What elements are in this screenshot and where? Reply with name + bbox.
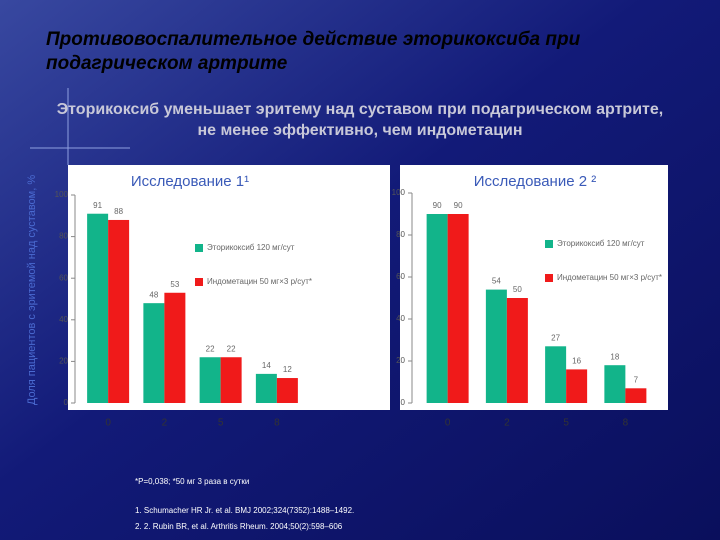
value-label: 12 [283, 365, 292, 374]
value-label: 53 [170, 280, 179, 289]
reference: 2. 2. Rubin BR, et al. Arthritis Rheum. … [135, 522, 343, 531]
y-tick-label: 20 [396, 356, 405, 365]
x-tick-label: 0 [445, 418, 451, 429]
bar [545, 346, 567, 403]
y-tick-label: 0 [64, 398, 69, 407]
legend-label: Эторикоксиб 120 мг/сут [207, 243, 295, 252]
x-tick-label: 8 [274, 418, 280, 429]
bar [485, 289, 507, 403]
value-label: 7 [634, 375, 639, 384]
bar [87, 213, 109, 403]
bar [506, 298, 528, 403]
legend-label: Эторикоксиб 120 мг/сут [557, 239, 645, 248]
x-tick-label: 8 [623, 418, 629, 429]
x-tick-label: 5 [563, 418, 569, 429]
x-tick-label: 5 [218, 418, 224, 429]
bar [143, 303, 165, 403]
legend-swatch [545, 240, 553, 248]
value-label: 90 [454, 201, 463, 210]
slide-title: Противовоспалительное действие эторикокс… [46, 29, 581, 74]
bar [625, 388, 647, 403]
value-label: 54 [492, 277, 501, 286]
legend-swatch [195, 278, 203, 286]
y-tick-label: 40 [59, 315, 68, 324]
bar [108, 219, 130, 403]
value-label: 48 [149, 290, 158, 299]
y-axis-label: Доля пациентов с эритемой над суставом, … [26, 175, 38, 405]
value-label: 50 [513, 285, 522, 294]
y-tick-label: 80 [396, 230, 405, 239]
value-label: 18 [610, 352, 619, 361]
x-tick-label: 2 [162, 418, 168, 429]
y-tick-label: 60 [396, 272, 405, 281]
y-tick-label: 20 [59, 357, 68, 366]
value-label: 91 [93, 201, 102, 210]
value-label: 22 [227, 344, 236, 353]
x-tick-label: 2 [504, 418, 510, 429]
y-tick-label: 60 [59, 273, 68, 282]
bar [426, 214, 448, 403]
subtitle: Эторикоксиб уменьшает эритему над сустав… [57, 101, 663, 139]
y-tick-label: 0 [401, 398, 406, 407]
bar [164, 292, 186, 403]
chart-title: Исследование 2 ² [474, 173, 596, 190]
footnote: *P=0,038; *50 мг 3 раза в сутки [135, 477, 249, 486]
bar [566, 369, 588, 403]
value-label: 14 [262, 361, 271, 370]
value-label: 22 [206, 344, 215, 353]
legend-label: Индометацин 50 мг×3 р/сут* [557, 273, 662, 282]
value-label: 88 [114, 207, 123, 216]
legend-label: Индометацин 50 мг×3 р/сут* [207, 277, 312, 286]
chart-title: Исследование 1¹ [131, 173, 249, 190]
value-label: 16 [572, 357, 581, 366]
y-tick-label: 40 [396, 314, 405, 323]
bar [220, 357, 242, 403]
legend-swatch [545, 274, 553, 282]
bar [199, 357, 221, 403]
bar [255, 373, 277, 403]
value-label: 90 [433, 201, 442, 210]
y-tick-label: 100 [55, 190, 69, 199]
bar [604, 365, 626, 403]
bar [447, 214, 469, 403]
x-tick-label: 0 [105, 418, 111, 429]
y-tick-label: 100 [392, 188, 406, 197]
bar [276, 378, 298, 403]
reference: 1. Schumacher HR Jr. et al. BMJ 2002;324… [135, 506, 354, 515]
legend-swatch [195, 244, 203, 252]
y-tick-label: 80 [59, 232, 68, 241]
value-label: 27 [551, 333, 560, 342]
